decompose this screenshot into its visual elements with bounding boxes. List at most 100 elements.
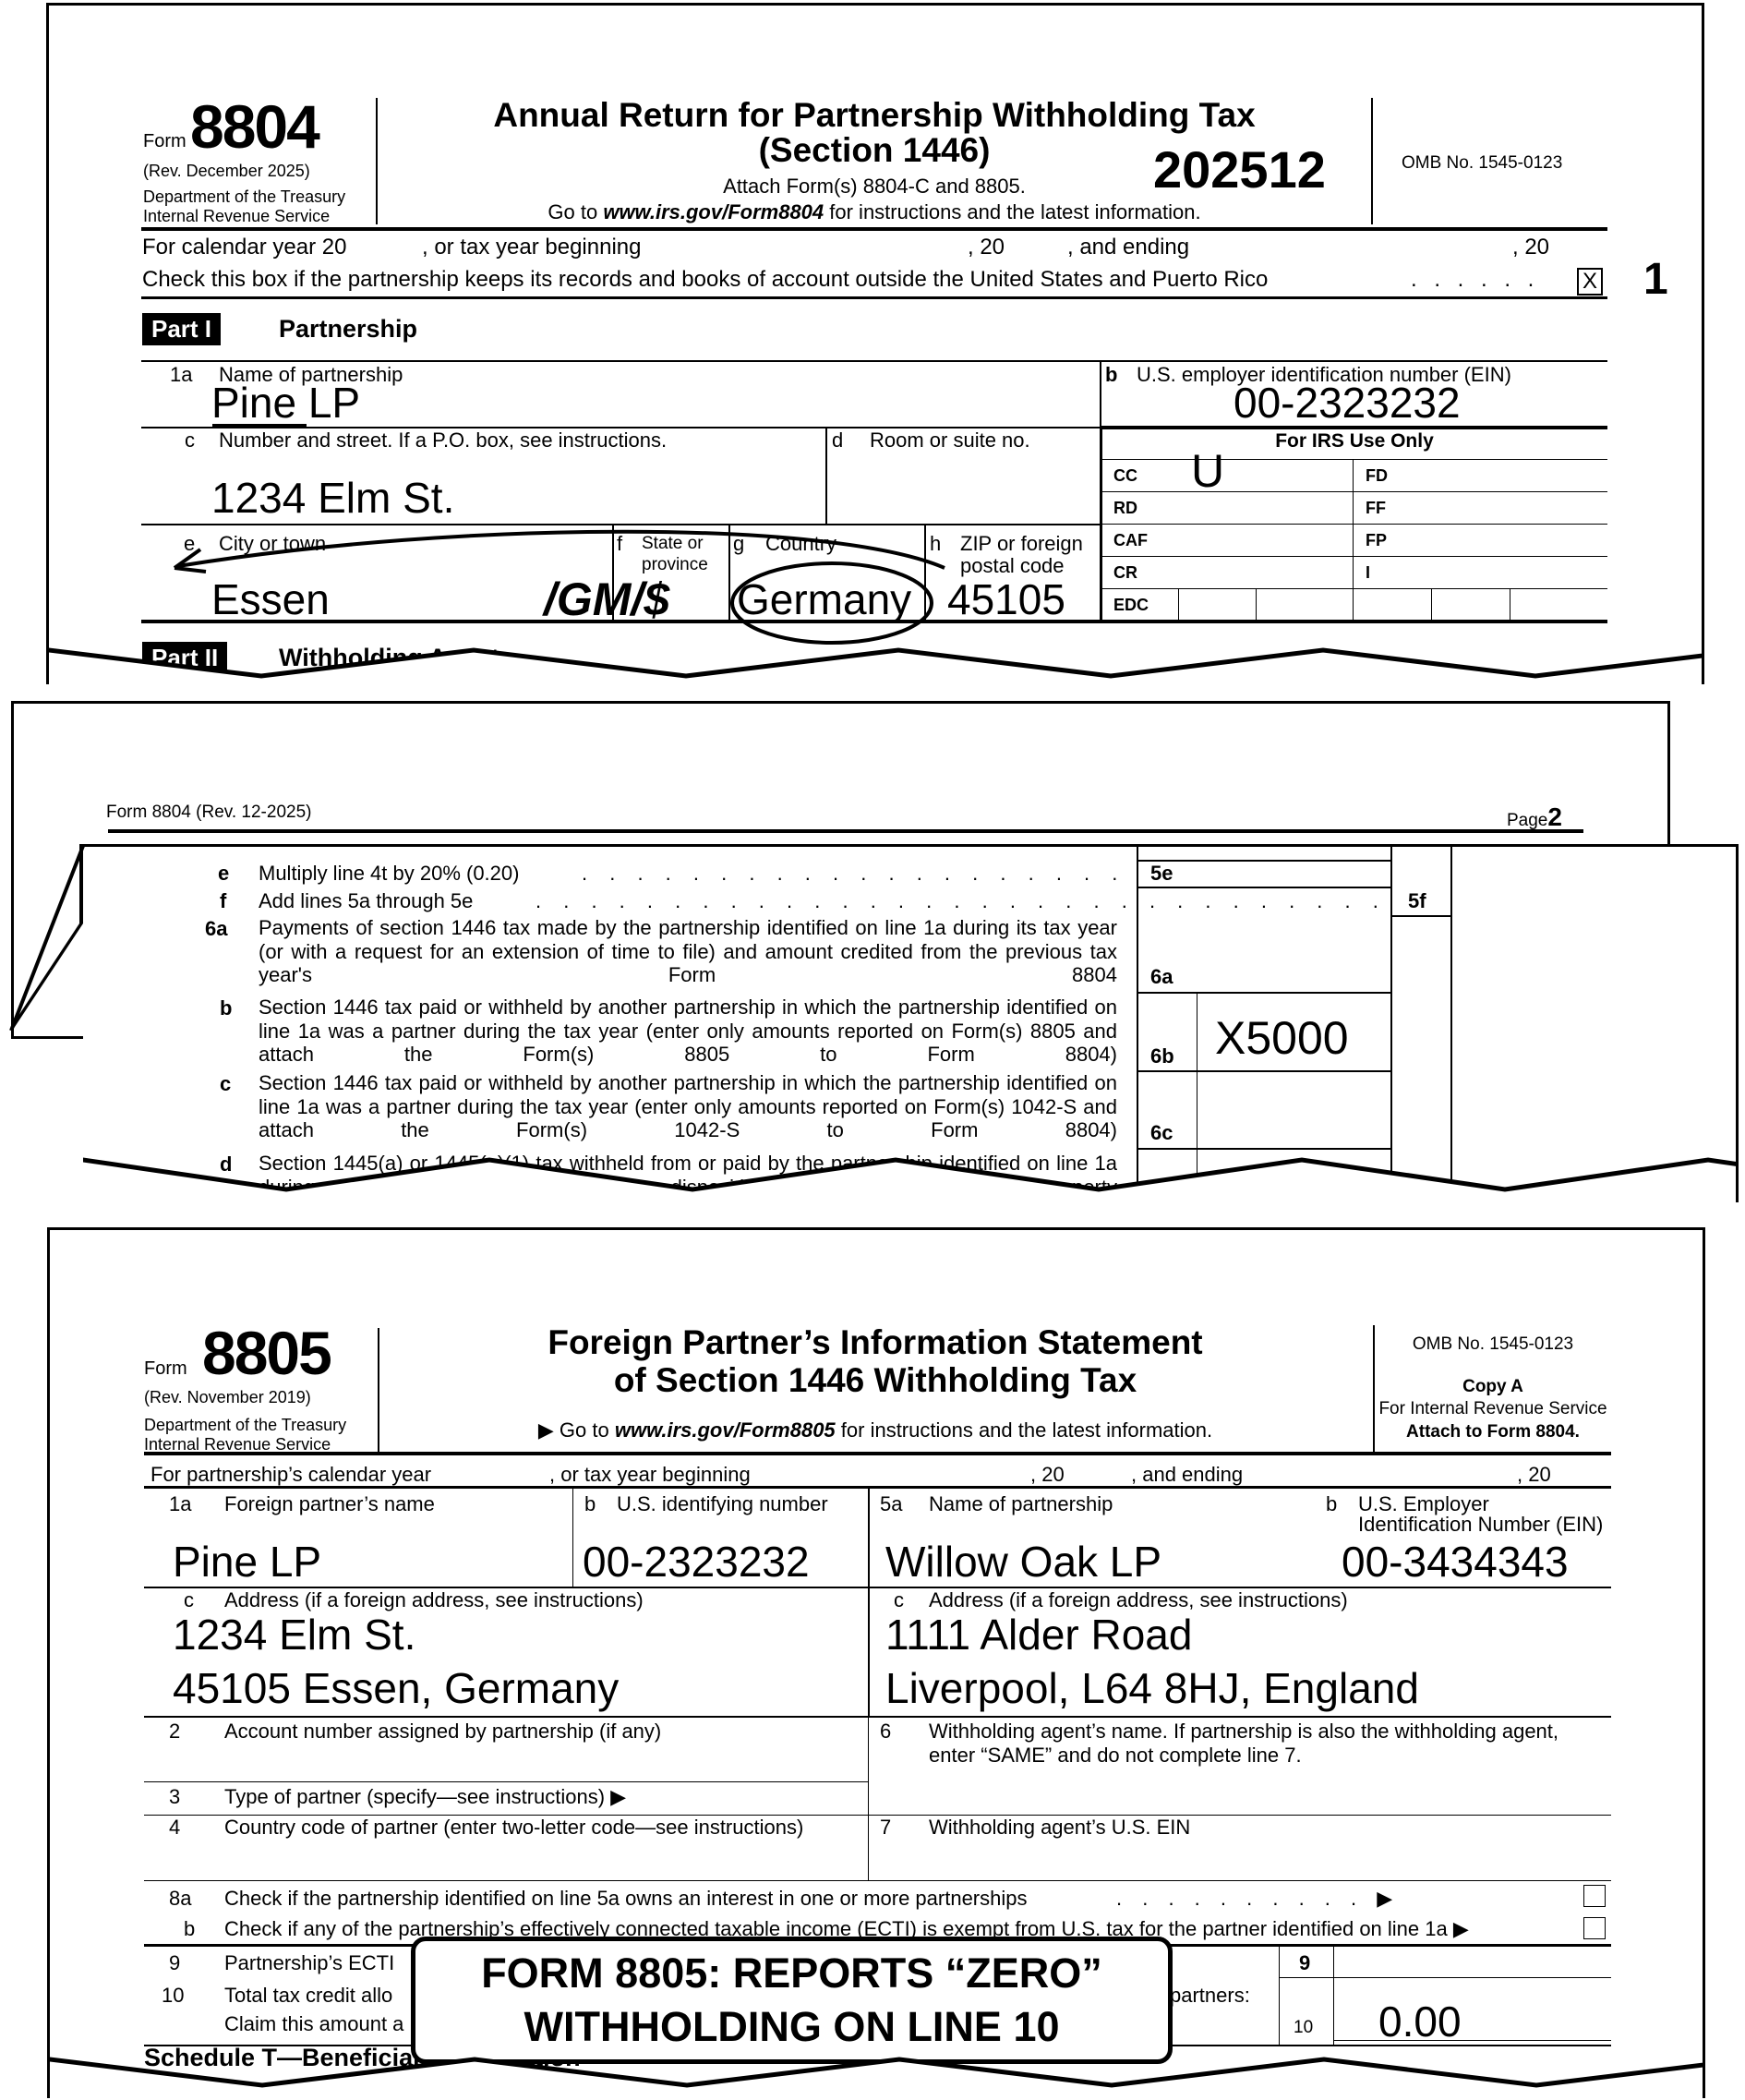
calendar-year-label: For partnership’s calendar year: [150, 1463, 432, 1486]
page-label: Page: [1507, 811, 1548, 830]
omb-number: OMB No. 1545-0123: [1412, 1334, 1574, 1354]
rule: [1137, 860, 1390, 862]
line-letter: h: [930, 532, 942, 555]
form-label: Form: [144, 1358, 187, 1379]
line-8b-label: Check if any of the partnership’s effect…: [224, 1917, 1469, 1940]
line-letter: c: [220, 1072, 232, 1095]
form-8805: Form 8805 (Rev. November 2019) Departmen…: [47, 1227, 1705, 2098]
ein-value[interactable]: 00-3434343: [1342, 1538, 1569, 1586]
divider: [1100, 428, 1102, 622]
partnership-name-label: Name of partnership: [929, 1492, 1113, 1515]
line-5e-text: Multiply line 4t by 20% (0.20): [259, 862, 520, 885]
city-value[interactable]: Essen: [211, 575, 330, 623]
callout-box: FORM 8805: REPORTS “ZERO” WITHHOLDING ON…: [411, 1937, 1173, 2064]
partner-name-value[interactable]: Pine LP: [173, 1538, 322, 1586]
line-letter: c: [185, 428, 195, 452]
copy-attach-label: Attach to Form 8804.: [1406, 1422, 1580, 1442]
form-8804-page2-front: e Multiply line 4t by 20% (0.20) . . . .…: [83, 844, 1739, 1202]
divider: [868, 1488, 870, 1717]
handwritten-cc-mark: U: [1191, 445, 1225, 497]
line-6b-value[interactable]: X5000: [1215, 1012, 1349, 1064]
line-number: 8a: [169, 1887, 192, 1910]
divider: [728, 525, 730, 622]
line-letter: b: [184, 1917, 196, 1940]
rule: [144, 1587, 1611, 1588]
street-value[interactable]: 1234 Elm St.: [211, 474, 455, 522]
goto-suffix: for instructions and the latest informat…: [835, 1418, 1213, 1442]
rule: [1279, 1977, 1611, 1978]
partnership-address-line2[interactable]: Liverpool, L64 8HJ, England: [885, 1664, 1419, 1712]
line-number: 1a: [169, 1492, 192, 1515]
line-10-value[interactable]: 0.00: [1378, 1997, 1462, 2046]
line-8b-checkbox[interactable]: [1583, 1917, 1606, 1939]
zip-label: ZIP or foreign: [960, 532, 1083, 555]
ein-value[interactable]: 00-2323232: [1234, 379, 1461, 427]
partnership-name-value[interactable]: Willow Oak LP: [885, 1538, 1162, 1586]
rule: [1137, 1148, 1390, 1150]
form-subtitle: of Section 1446 Withholding Tax: [613, 1361, 1137, 1399]
box-label-5e: 5e: [1150, 862, 1173, 885]
line-letter: d: [832, 428, 844, 452]
foreign-records-checkbox[interactable]: X: [1577, 268, 1603, 296]
part-2-title: Withholding Agent: [279, 644, 499, 671]
part-1-title: Partnership: [279, 315, 418, 343]
line-letter: f: [220, 889, 227, 912]
goto-prefix: Go to: [548, 200, 604, 223]
department: Department of the Treasury: [144, 1416, 347, 1434]
partnership-name-value[interactable]: Pine LP: [211, 379, 361, 427]
divider: [378, 1328, 379, 1454]
and-ending-label: , and ending: [1131, 1463, 1244, 1486]
divider: [1256, 588, 1257, 621]
rule: [1101, 459, 1607, 460]
partner-id-value[interactable]: 00-2323232: [583, 1538, 810, 1586]
irs-link[interactable]: www.irs.gov/Form8804: [603, 200, 824, 223]
goto-prefix: ▶ Go to: [537, 1418, 615, 1442]
rule: [144, 1716, 1611, 1718]
irs-link[interactable]: www.irs.gov/Form8805: [614, 1418, 836, 1442]
year-20-label: , 20: [1517, 1463, 1551, 1486]
divider: [1371, 98, 1373, 224]
rule: [1137, 992, 1390, 994]
line-letter: b: [1105, 363, 1118, 386]
line-6c-text: Section 1446 tax paid or withheld by ano…: [259, 1071, 1117, 1141]
divider: [1178, 588, 1179, 621]
line-6d-text: Section 1445(a) or 1445(e)(1) tax withhe…: [259, 1152, 1117, 1199]
box-label-6a: 6a: [1150, 965, 1173, 988]
country-value[interactable]: Germany: [737, 575, 912, 623]
partner-address-line1[interactable]: 1234 Elm St.: [173, 1611, 416, 1659]
ein-label: U.S. Employer: [1358, 1492, 1489, 1515]
irs-code-caf: CAF: [1113, 531, 1148, 549]
part-1-badge: Part I: [142, 313, 222, 345]
divider: [1137, 847, 1138, 1202]
line-8a-checkbox[interactable]: [1583, 1885, 1606, 1907]
leader-dots: . . . . . . . . . . . . . . . . . . . . …: [536, 889, 1380, 912]
divider: [612, 525, 614, 622]
partnership-address-line1[interactable]: 1111 Alder Road: [885, 1611, 1193, 1659]
state-label: State or: [642, 534, 704, 553]
divider: [1279, 1946, 1280, 2046]
irs-use-title: For IRS Use Only: [1275, 430, 1434, 452]
line-10-label: Claim this amount a: [224, 2012, 404, 2035]
rule: [144, 1486, 1611, 1489]
year-20-label: , 20: [1512, 235, 1550, 259]
zip-value[interactable]: 45105: [947, 575, 1065, 623]
rule: [144, 1880, 1611, 1881]
form-revision: (Rev. December 2025): [143, 162, 310, 180]
irs-code-ff: FF: [1366, 499, 1386, 517]
form-title: Annual Return for Partnership Withholdin…: [493, 96, 1256, 134]
rule: [1100, 426, 1607, 429]
omb-number: OMB No. 1545-0123: [1402, 153, 1563, 173]
line-10-label: Total tax credit allo: [224, 1984, 393, 2007]
line-letter: b: [220, 996, 233, 1020]
form-number: 8804: [190, 92, 320, 161]
partner-address-line2[interactable]: 45105 Essen, Germany: [173, 1664, 620, 1712]
divider: [1100, 361, 1101, 428]
ein-label: Identification Number (EIN): [1358, 1513, 1604, 1536]
city-label: City or town: [219, 532, 327, 555]
withholding-agent-name-label: Withholding agent’s name. If partnership…: [929, 1720, 1559, 1743]
suite-label: Room or suite no.: [870, 428, 1030, 452]
withholding-agent-name-label: enter “SAME” and do not complete line 7.: [929, 1744, 1302, 1767]
department: Department of the Treasury: [143, 187, 346, 206]
rule: [141, 227, 1607, 231]
form-8804-page1: Form 8804 (Rev. December 2025) Departmen…: [46, 3, 1704, 684]
